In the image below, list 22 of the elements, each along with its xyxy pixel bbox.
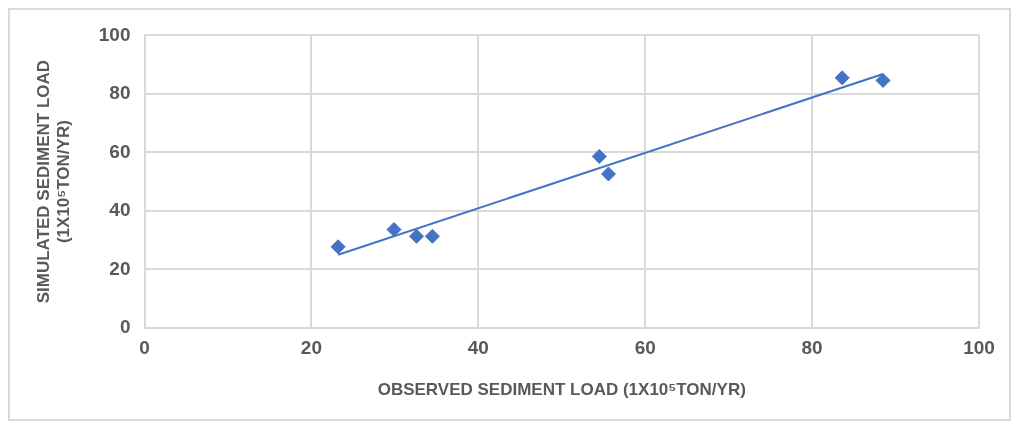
x-tick-label: 40 <box>467 337 489 359</box>
point <box>424 228 440 244</box>
x-tick-label: 80 <box>801 337 823 359</box>
y-tick-label: 40 <box>109 199 131 221</box>
point <box>600 166 616 182</box>
y-tick-label: 60 <box>109 140 131 162</box>
point <box>834 70 850 86</box>
y-tick-label: 100 <box>98 23 131 45</box>
point <box>386 222 402 238</box>
x-tick-label: 60 <box>634 337 656 359</box>
x-axis-title: OBSERVED SEDIMENT LOAD (1X10⁵TON/YR) <box>377 380 746 400</box>
y-tick-label: 0 <box>119 316 131 338</box>
x-tick-label: 20 <box>300 337 322 359</box>
point <box>409 228 425 244</box>
point <box>875 72 891 88</box>
x-tick-label: 100 <box>963 337 995 359</box>
y-tick-label: 80 <box>109 82 131 104</box>
point <box>330 239 346 255</box>
y-axis-title: SIMULATED SEDIMENT LOAD (1X10⁵TON/YR) <box>33 59 74 304</box>
x-tick-label: 0 <box>139 337 150 359</box>
point <box>591 148 607 164</box>
y-tick-label: 20 <box>109 257 131 279</box>
